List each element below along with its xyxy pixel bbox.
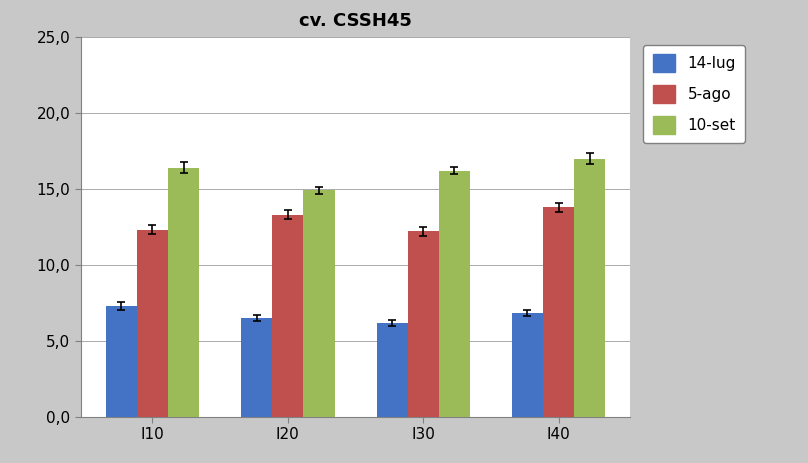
- Bar: [137, 230, 168, 417]
- Bar: [272, 215, 304, 417]
- Bar: [407, 232, 439, 417]
- Title: cv. CSSH45: cv. CSSH45: [299, 12, 412, 30]
- Bar: [106, 306, 137, 417]
- Bar: [241, 318, 272, 417]
- Bar: [511, 313, 543, 417]
- Bar: [439, 171, 470, 417]
- Bar: [304, 190, 335, 417]
- Bar: [168, 168, 200, 417]
- Bar: [377, 323, 407, 417]
- Bar: [543, 207, 574, 417]
- Bar: [574, 158, 605, 417]
- Legend: 14-lug, 5-ago, 10-set: 14-lug, 5-ago, 10-set: [643, 44, 745, 144]
